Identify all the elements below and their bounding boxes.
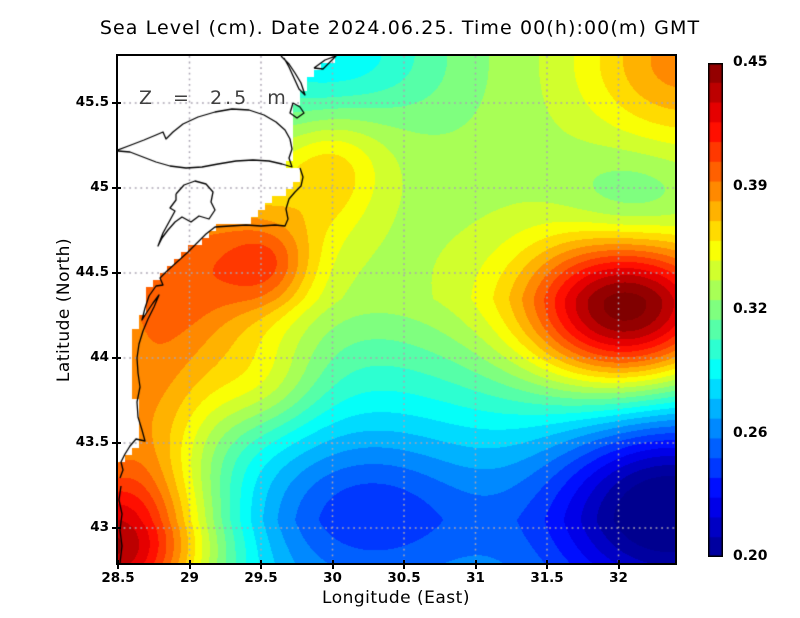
x-axis-label: Longitude (East) bbox=[322, 588, 470, 608]
x-tick-label: 31.5 bbox=[530, 570, 564, 586]
x-tick-mark bbox=[403, 560, 405, 569]
depth-annotation: Z = 2.5 m bbox=[139, 87, 289, 109]
x-tick-mark bbox=[188, 560, 191, 569]
heatmap-canvas bbox=[118, 56, 675, 563]
x-tick-label: 30.5 bbox=[387, 570, 421, 586]
y-tick-label: 43 bbox=[90, 519, 109, 535]
x-tick-mark bbox=[546, 560, 548, 569]
colorbar-tick-label: 0.26 bbox=[733, 424, 768, 441]
colorbar-canvas bbox=[708, 63, 723, 557]
x-tick-mark bbox=[260, 560, 262, 569]
x-tick-mark bbox=[117, 560, 119, 569]
y-tick-mark bbox=[112, 272, 121, 274]
plot-frame bbox=[116, 54, 677, 565]
x-tick-label: 30 bbox=[323, 570, 342, 586]
y-tick-mark bbox=[112, 357, 121, 359]
x-tick-label: 28.5 bbox=[101, 570, 135, 586]
colorbar-tick-label: 0.32 bbox=[733, 301, 768, 317]
y-tick-mark bbox=[112, 527, 121, 529]
x-tick-label: 29.5 bbox=[244, 570, 278, 586]
y-tick-label: 44.5 bbox=[75, 264, 109, 280]
y-tick-label: 45.5 bbox=[75, 94, 109, 110]
y-tick-label: 43.5 bbox=[75, 434, 109, 450]
colorbar-tick-label: 0.45 bbox=[733, 54, 768, 70]
x-tick-label: 29 bbox=[180, 570, 199, 586]
y-tick-mark bbox=[112, 187, 121, 189]
x-tick-mark bbox=[474, 560, 477, 569]
x-tick-mark bbox=[617, 560, 620, 569]
x-tick-label: 32 bbox=[609, 570, 628, 586]
y-axis-label: Latitude (North) bbox=[54, 237, 74, 383]
colorbar-tick-label: 0.20 bbox=[733, 548, 768, 564]
colorbar-tick-label: 0.39 bbox=[733, 177, 768, 194]
x-tick-label: 31 bbox=[466, 570, 485, 586]
y-tick-label: 44 bbox=[90, 349, 109, 365]
x-tick-mark bbox=[331, 560, 334, 569]
y-tick-label: 45 bbox=[90, 179, 109, 195]
y-tick-mark bbox=[112, 442, 121, 444]
y-tick-mark bbox=[112, 102, 121, 104]
page-title: Sea Level (cm). Date 2024.06.25. Time 00… bbox=[99, 17, 701, 39]
